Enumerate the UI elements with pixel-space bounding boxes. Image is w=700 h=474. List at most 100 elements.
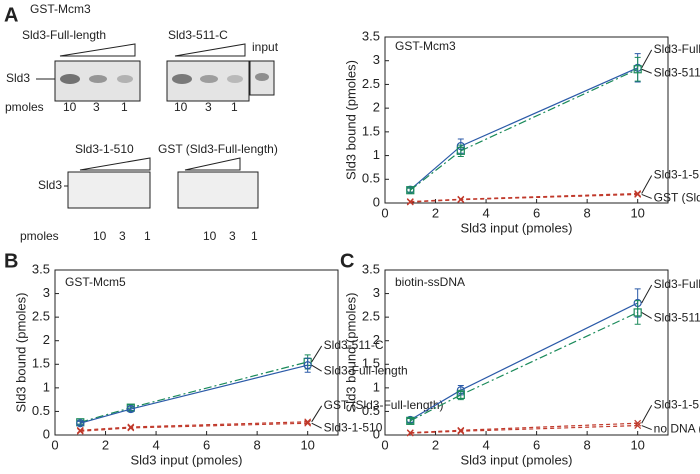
label-leader (641, 404, 653, 424)
x-tick-label: 10 (300, 437, 314, 452)
series-label: Sld3-511-C (654, 311, 700, 325)
x-tick-label: 8 (254, 437, 261, 452)
label-leader (641, 175, 653, 194)
plot-frame (384, 36, 669, 204)
y-tick-label: 0.5 (362, 171, 380, 186)
lane: 1 (144, 229, 151, 243)
gel-panel: A GST-Mcm3 Sld3-Full-length Sld3-511-C i… (4, 2, 279, 243)
row-label: Sld3 (38, 178, 62, 192)
y-tick-label: 1.5 (362, 123, 380, 138)
x-tick-label: 10 (630, 437, 644, 452)
y-tick-label: 2 (43, 332, 50, 347)
marker (127, 423, 135, 431)
x-tick-label: 6 (533, 437, 540, 452)
marker (456, 390, 465, 400)
panel-label: A (4, 4, 18, 26)
label-leader (641, 311, 652, 319)
y-axis-label: Sld3 bound (pmoles) (343, 60, 358, 180)
panel-label: B (4, 250, 18, 272)
lane: 1 (231, 100, 238, 114)
y-tick-label: 0.5 (32, 403, 50, 418)
x-tick-label: 6 (533, 205, 540, 220)
series-line (410, 424, 638, 434)
y-tick-label: 0 (373, 194, 380, 209)
marker (126, 404, 135, 414)
x-tick-label: 2 (102, 437, 109, 452)
marker (634, 191, 642, 198)
label-leader (641, 425, 652, 431)
series-label: Sld3-511-C (654, 65, 700, 79)
x-tick-label: 0 (381, 437, 388, 452)
x-tick-label: 4 (482, 437, 489, 452)
series-label: GST (Sld3-Full-length) (324, 398, 444, 412)
series-label: Sld3-Full-length (324, 363, 408, 377)
y-tick-label: 2 (373, 332, 380, 347)
error-bar (407, 187, 414, 193)
y-tick-label: 3 (43, 285, 50, 300)
label-leader (311, 345, 323, 363)
plot-frame (54, 269, 339, 436)
y-tick-label: 3.5 (362, 28, 380, 43)
series-label: GST (Sld3-Full-length) (654, 191, 700, 205)
y-tick-label: 2 (373, 100, 380, 115)
lane: 3 (93, 100, 100, 114)
x-tick-label: 4 (152, 437, 159, 452)
marker (406, 429, 414, 437)
marker (456, 146, 465, 155)
label-leader (311, 422, 322, 429)
x-tick-label: 2 (432, 205, 439, 220)
lane: 3 (205, 100, 212, 114)
error-bar (77, 420, 84, 426)
x-tick-label: 4 (482, 205, 489, 220)
y-tick-label: 3.5 (32, 261, 50, 276)
panel-label: C (340, 250, 354, 272)
amount-label: pmoles (5, 100, 44, 114)
series-line (80, 422, 308, 432)
blot (67, 171, 151, 209)
lane: 1 (251, 229, 258, 243)
blot-label: input (252, 40, 279, 54)
y-tick-label: 2.5 (32, 309, 50, 324)
blot-label: Sld3-Full-length (22, 28, 106, 42)
amount-label: pmoles (20, 229, 59, 243)
marker (76, 427, 84, 435)
lane: 1 (121, 100, 128, 114)
series-label: no DNA (Sld3-FL) (654, 422, 700, 436)
marker (127, 424, 135, 432)
y-axis-label: Sld3 bound (pmoles) (343, 293, 358, 413)
marker (76, 419, 85, 428)
series-line (409, 302, 638, 421)
lane: 3 (119, 229, 126, 243)
label-leader (311, 364, 322, 372)
y-axis-label: Sld3 bound (pmoles) (13, 293, 28, 413)
bands (60, 73, 269, 84)
y-tick-label: 0 (43, 426, 50, 441)
series-line (409, 311, 638, 422)
marker (633, 308, 642, 317)
x-tick-label: 8 (584, 205, 591, 220)
series-line (80, 364, 308, 424)
marker (634, 422, 642, 429)
x-axis-label: Sld3 input (pmoles) (461, 452, 573, 467)
label-leader (311, 405, 323, 423)
marker (457, 427, 465, 435)
label-leader (641, 284, 653, 304)
marker (303, 361, 312, 370)
triangle (174, 43, 246, 57)
label-leader (641, 49, 653, 69)
series-label: Sld3-1-510 (654, 397, 700, 411)
series-label: Sld3-Full-length (654, 42, 700, 56)
series-label: Sld3-511-C (324, 338, 384, 352)
series-line (410, 193, 638, 203)
series-line (410, 422, 638, 434)
series-label: Sld3-Full-length (654, 277, 700, 291)
series-line (409, 68, 638, 191)
lane: 3 (229, 229, 236, 243)
x-tick-label: 2 (432, 437, 439, 452)
y-tick-label: 3 (373, 285, 380, 300)
lane: 10 (203, 229, 217, 243)
marker (406, 186, 415, 195)
triangle (79, 157, 151, 171)
marker (406, 416, 415, 425)
plot-frame (384, 269, 669, 436)
